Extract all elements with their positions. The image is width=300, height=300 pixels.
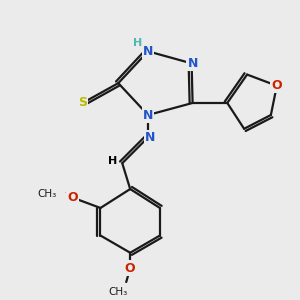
Text: H: H bbox=[108, 157, 117, 166]
Text: N: N bbox=[145, 131, 155, 144]
Text: O: O bbox=[68, 191, 78, 204]
Text: N: N bbox=[143, 45, 153, 58]
Text: N: N bbox=[188, 57, 198, 70]
Text: O: O bbox=[125, 262, 136, 275]
Text: H: H bbox=[134, 38, 143, 48]
Text: N: N bbox=[143, 109, 153, 122]
Text: CH₃: CH₃ bbox=[109, 287, 128, 297]
Text: CH₃: CH₃ bbox=[38, 189, 57, 199]
Text: S: S bbox=[78, 97, 87, 110]
Text: O: O bbox=[272, 79, 282, 92]
